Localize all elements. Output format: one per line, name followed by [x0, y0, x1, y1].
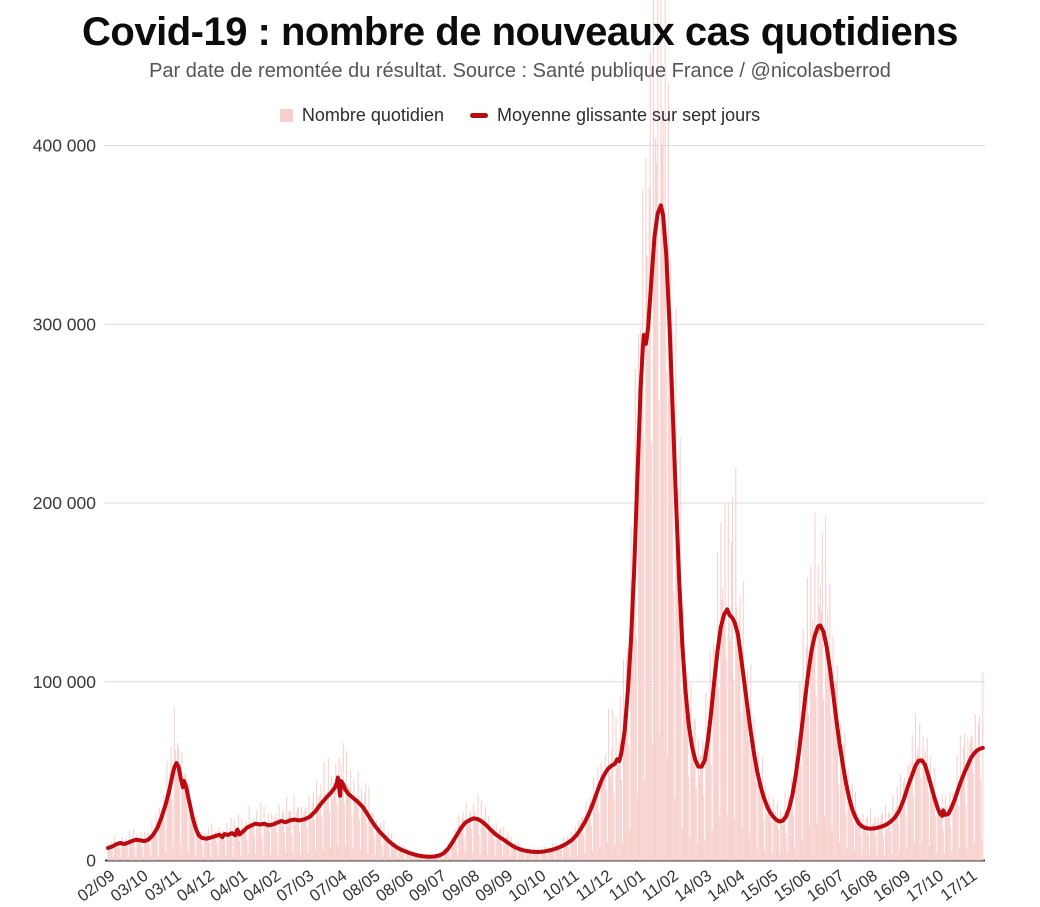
moving-average-line — [106, 203, 985, 859]
x-axis-tick-label: 14/03 — [671, 867, 715, 906]
x-axis-tick-label: 16/09 — [870, 867, 914, 906]
y-axis-tick-label: 300 000 — [33, 314, 97, 334]
x-axis-tick-label: 16/07 — [804, 867, 848, 906]
x-axis-tick-label: 10/10 — [505, 867, 549, 906]
legend-item-average: Moyenne glissante sur sept jours — [469, 105, 761, 126]
x-axis-tick-label: 02/09 — [74, 867, 118, 906]
x-axis-tick-label: 04/01 — [207, 867, 251, 906]
chart-subtitle: Par date de remontée du résultat. Source… — [149, 60, 891, 82]
x-axis-tick-label: 09/09 — [472, 867, 516, 906]
x-axis-tick-label: 08/05 — [340, 867, 384, 906]
x-axis-tick-label: 09/08 — [439, 867, 483, 906]
x-axis-tick-label: 15/06 — [771, 867, 815, 906]
x-axis-tick-label: 11/02 — [639, 867, 682, 905]
x-axis-tick-label: 04/12 — [174, 867, 218, 906]
x-axis-tick-label: 11/01 — [606, 867, 649, 905]
chart-legend: Nombre quotidien Moyenne glissante sur s… — [0, 105, 1040, 126]
daily-bars-swatch-icon — [279, 109, 293, 122]
moving-average-swatch-icon — [469, 113, 488, 118]
legend-label-average: Moyenne glissante sur sept jours — [496, 105, 761, 125]
x-axis-tick-label: 17/11 — [937, 867, 980, 905]
y-axis-tick-label: 100 000 — [33, 672, 97, 692]
x-axis-tick-label: 07/04 — [306, 867, 350, 906]
x-axis-tick-label: 10/11 — [540, 867, 583, 905]
x-axis-tick-label: 11/12 — [573, 867, 616, 905]
y-axis-tick-label: 0 — [86, 851, 96, 871]
x-axis-tick-label: 03/10 — [108, 867, 152, 906]
daily-bars-series — [107, 0, 984, 861]
x-axis-tick-label: 15/05 — [737, 867, 781, 906]
x-axis-tick-label: 16/08 — [837, 867, 881, 906]
chart-title: Covid-19 : nombre de nouveaux cas quotid… — [82, 10, 958, 54]
x-axis-tick-label: 17/10 — [903, 867, 947, 906]
x-axis-tick-label: 04/02 — [240, 867, 284, 906]
y-axis-tick-label: 400 000 — [33, 136, 97, 156]
legend-label-daily: Nombre quotidien — [301, 105, 444, 125]
chart-header: Covid-19 : nombre de nouveaux cas quotid… — [0, 0, 1040, 126]
x-axis-tick-label: 08/06 — [373, 867, 417, 906]
y-axis-tick-label: 200 000 — [33, 493, 97, 513]
x-axis-tick-label: 07/03 — [273, 867, 317, 906]
x-axis-tick-label: 03/11 — [142, 867, 185, 905]
x-axis-tick-label: 14/04 — [704, 867, 748, 906]
x-axis-tick-label: 09/07 — [406, 867, 450, 906]
legend-item-daily: Nombre quotidien — [279, 105, 444, 126]
